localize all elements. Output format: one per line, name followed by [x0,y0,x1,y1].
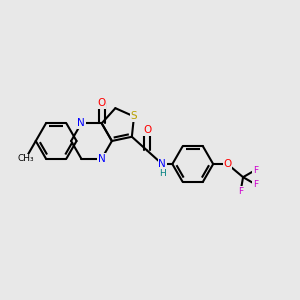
Text: N: N [77,118,85,128]
Text: H: H [159,169,166,178]
Text: CH₃: CH₃ [17,154,34,163]
Text: F: F [253,166,258,175]
Text: N: N [158,159,166,169]
Text: N: N [98,154,106,164]
Text: O: O [223,159,232,169]
Text: O: O [98,98,106,108]
Text: S: S [131,112,137,122]
Text: F: F [253,180,258,189]
Text: O: O [143,125,151,135]
Text: F: F [238,187,243,196]
